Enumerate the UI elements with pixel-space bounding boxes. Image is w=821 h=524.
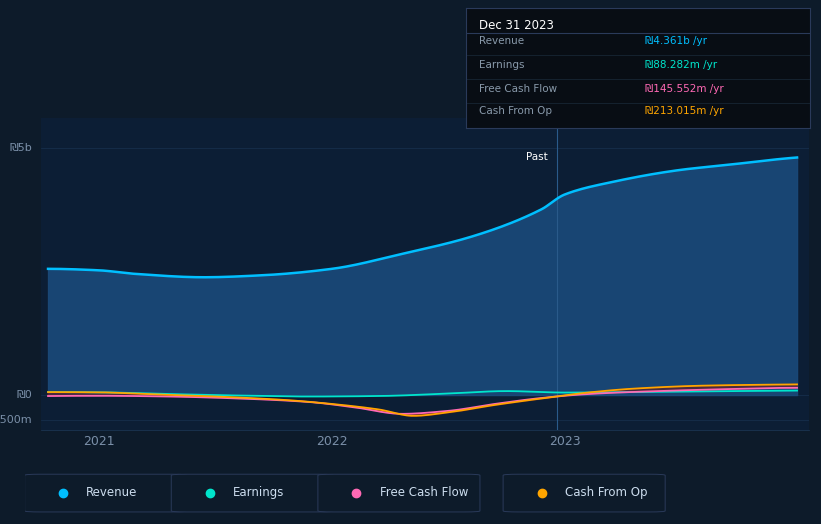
Text: Revenue: Revenue [479,36,525,46]
Text: Free Cash Flow: Free Cash Flow [379,486,468,499]
Text: ₪88.282m /yr: ₪88.282m /yr [644,60,717,70]
Text: Past: Past [526,151,548,161]
FancyBboxPatch shape [25,474,186,512]
Text: ₪145.552m /yr: ₪145.552m /yr [644,84,723,94]
Text: ₪213.015m /yr: ₪213.015m /yr [644,106,723,116]
Text: Cash From Op: Cash From Op [479,106,553,116]
FancyBboxPatch shape [318,474,480,512]
Text: ₪5b: ₪5b [9,143,32,152]
Text: Earnings: Earnings [479,60,525,70]
Text: Dec 31 2023: Dec 31 2023 [479,19,554,32]
Text: ₪4.361b /yr: ₪4.361b /yr [644,36,707,46]
Text: -₪500m: -₪500m [0,415,32,425]
Text: Cash From Op: Cash From Op [565,486,647,499]
FancyBboxPatch shape [172,474,333,512]
Text: Revenue: Revenue [86,486,138,499]
Text: Earnings: Earnings [233,486,284,499]
Text: ₪0: ₪0 [16,390,32,400]
FancyBboxPatch shape [503,474,665,512]
Text: Free Cash Flow: Free Cash Flow [479,84,557,94]
